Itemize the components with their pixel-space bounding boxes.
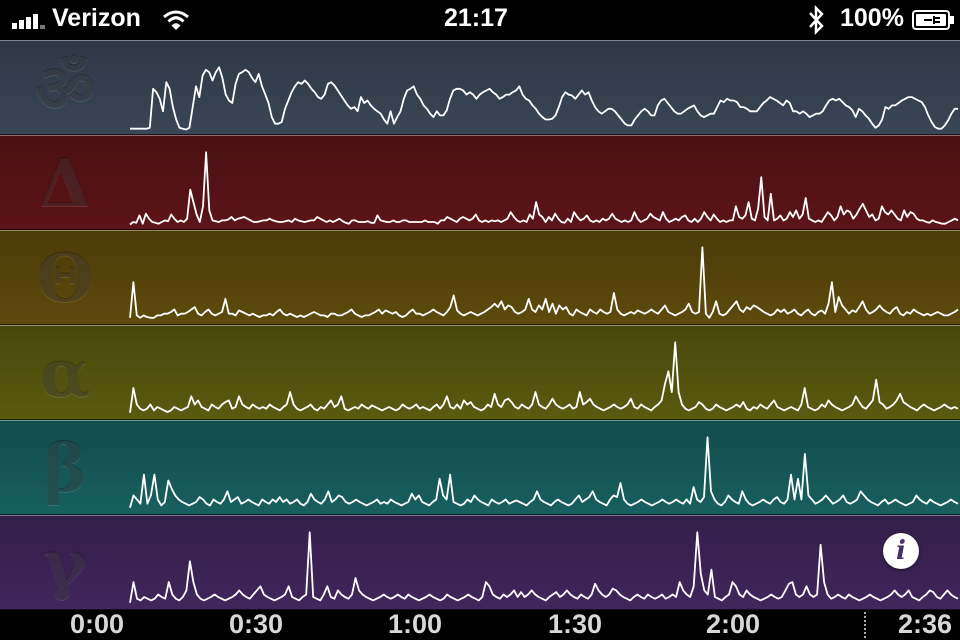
time-label: 1:00 [388, 610, 443, 639]
alpha-symbol: α [39, 334, 91, 412]
time-label: 0:30 [229, 610, 284, 639]
signal-strength-icon [12, 14, 45, 29]
delta-symbol: Δ [39, 144, 91, 222]
clock: 21:17 [444, 4, 508, 32]
alpha-trace [129, 341, 959, 413]
carrier-name: Verizon [52, 4, 141, 32]
bluetooth-icon [809, 5, 824, 35]
gamma-trace [129, 531, 959, 603]
beta-waveform [129, 436, 959, 509]
gamma-symbol: γ [43, 524, 87, 602]
beta-trace [129, 436, 959, 509]
band-meditation: ॐ [0, 40, 960, 135]
delta-waveform [129, 151, 959, 226]
time-label: 2:00 [706, 610, 761, 639]
band-gamma: γ [0, 515, 960, 610]
wifi-icon [163, 10, 189, 30]
time-label: 2:36 [898, 610, 953, 639]
band-delta: Δ [0, 135, 960, 230]
theta-waveform [129, 246, 959, 319]
battery-icon [912, 10, 954, 30]
playhead-marker[interactable] [864, 612, 872, 638]
delta-trace [129, 151, 959, 226]
battery-percent: 100% [840, 4, 904, 32]
band-alpha: α [0, 325, 960, 420]
time-label: 1:30 [548, 610, 603, 639]
time-axis: 0:00 0:30 1:00 1:30 2:00 2:36 [0, 610, 960, 640]
info-button[interactable]: i [883, 533, 919, 569]
band-beta: β [0, 420, 960, 515]
time-label: 0:00 [70, 610, 125, 639]
theta-symbol: Θ [36, 239, 94, 317]
meditation-trace [130, 66, 958, 131]
gamma-waveform [129, 531, 959, 603]
theta-trace [129, 246, 959, 319]
meditation-waveform [130, 66, 958, 131]
beta-symbol: β [43, 429, 87, 507]
status-bar: Verizon 21:17 100% [0, 0, 960, 40]
alpha-waveform [129, 341, 959, 413]
meditation-symbol: ॐ [34, 49, 96, 127]
band-theta: Θ [0, 230, 960, 325]
